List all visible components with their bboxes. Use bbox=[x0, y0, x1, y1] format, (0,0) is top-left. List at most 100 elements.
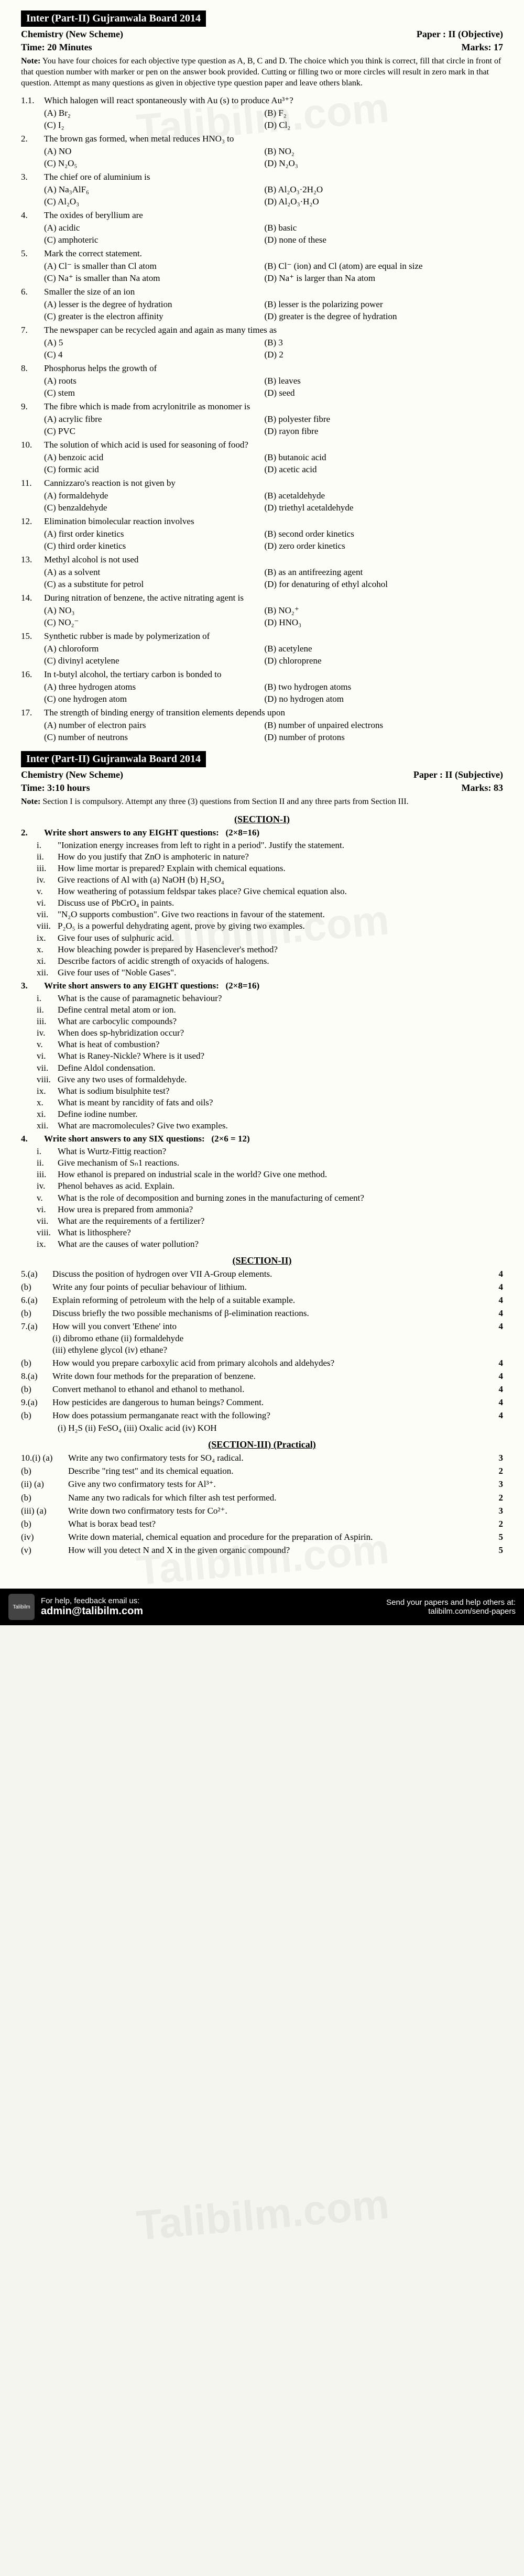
sub-number: ii. bbox=[37, 1004, 58, 1016]
long-question: 5.(a) Discuss the position of hydrogen o… bbox=[21, 1268, 503, 1280]
mcq-options: (A) benzoic acid(B) butanoic acid(C) for… bbox=[44, 452, 503, 476]
mcq-number: 12. bbox=[21, 516, 44, 527]
mcq-question: 10. The solution of which acid is used f… bbox=[21, 439, 503, 451]
sub-number: iv. bbox=[37, 1180, 58, 1192]
sub-text: What are the requirements of a fertilize… bbox=[58, 1215, 204, 1227]
short-subpart: v. What is heat of combustion? bbox=[37, 1039, 503, 1050]
mcq-options: (A) Br₂(B) F₂(C) I₂(D) Cl₂ bbox=[44, 107, 503, 132]
subj-marks: Marks: 83 bbox=[462, 782, 504, 794]
mcq-options: (A) chloroform(B) acetylene(C) divinyl a… bbox=[44, 643, 503, 667]
longq-marks: 4 bbox=[487, 1268, 503, 1280]
short-subpart: iii. How lime mortar is prepared? Explai… bbox=[37, 863, 503, 874]
pract-text: Describe "ring test" and its chemical eq… bbox=[68, 1465, 487, 1477]
sub-text: Define Aldol condensation. bbox=[58, 1062, 156, 1074]
mcq-option: (A) as a solvent bbox=[44, 567, 264, 579]
mcq-options: (A) lesser is the degree of hydration(B)… bbox=[44, 299, 503, 323]
mcq-text: The brown gas formed, when metal reduces… bbox=[44, 133, 503, 145]
note-label: Note: bbox=[21, 797, 40, 806]
short-subpart: v. What is the role of decomposition and… bbox=[37, 1192, 503, 1204]
obj-row1: Chemistry (New Scheme) Paper : II (Objec… bbox=[21, 29, 503, 40]
mcq-option: (B) acetaldehyde bbox=[264, 490, 484, 502]
mcq-option: (C) N₂O₅ bbox=[44, 158, 264, 170]
sub-text: How do you justify that ZnO is amphoteri… bbox=[58, 851, 249, 863]
sub-text: Give any two uses of formaldehyde. bbox=[58, 1074, 187, 1085]
longq-number: 6.(a) bbox=[21, 1295, 52, 1306]
short-subpart: vii. Define Aldol condensation. bbox=[37, 1062, 503, 1074]
mcq-question: 11. Cannizzaro's reaction is not given b… bbox=[21, 477, 503, 489]
sub-text: Phenol behaves as acid. Explain. bbox=[58, 1180, 174, 1192]
mcq-question: 8. Phosphorus helps the growth of bbox=[21, 363, 503, 374]
longq-number: (b) bbox=[21, 1357, 52, 1369]
mcq-option: (B) leaves bbox=[264, 375, 484, 387]
mcq-number: 10. bbox=[21, 439, 44, 451]
short-subpart: ii. Give mechanism of Sₙ1 reactions. bbox=[37, 1157, 503, 1169]
sub-text: What is heat of combustion? bbox=[58, 1039, 160, 1050]
q-head-text: Write short answers to any EIGHT questio… bbox=[44, 980, 503, 992]
longq-marks: 4 bbox=[487, 1371, 503, 1382]
sub-number: iii. bbox=[37, 1016, 58, 1027]
sub-number: vi. bbox=[37, 1050, 58, 1062]
practical-question: (b) What is borax bead test? 2 bbox=[21, 1518, 503, 1530]
footer-share-link[interactable]: talibilm.com/send-papers bbox=[428, 1607, 516, 1616]
pract-text: Give any two confirmatory tests for Al³⁺… bbox=[68, 1479, 487, 1490]
sub-text: Define iodine number. bbox=[58, 1108, 138, 1120]
mcq-text: The oxides of beryllium are bbox=[44, 210, 503, 221]
mcq-question: 5. Mark the correct statement. bbox=[21, 248, 503, 259]
mcq-option: (A) NO₃ bbox=[44, 605, 264, 617]
watermark: Talibilm.com bbox=[135, 2180, 391, 2250]
section-3-head: (SECTION-III) (Practical) bbox=[21, 1439, 503, 1450]
mcq-number: 6. bbox=[21, 286, 44, 298]
mcq-option: (B) polyester fibre bbox=[264, 414, 484, 426]
longq-number: 7.(a) bbox=[21, 1321, 52, 1355]
sub-number: v. bbox=[37, 1192, 58, 1204]
obj-time: Time: 20 Minutes bbox=[21, 42, 92, 53]
sub-text: What is lithosphere? bbox=[58, 1227, 131, 1238]
mcq-options: (A) formaldehyde(B) acetaldehyde(C) benz… bbox=[44, 490, 503, 514]
mcq-option: (C) one hydrogen atom bbox=[44, 693, 264, 705]
sub-text: How ethanol is prepared on industrial sc… bbox=[58, 1169, 327, 1180]
pract-number: 10.(i) (a) bbox=[21, 1452, 68, 1464]
short-subpart: ii. How do you justify that ZnO is ampho… bbox=[37, 851, 503, 863]
mcq-option: (D) Al₂O₃·H₂O bbox=[264, 196, 484, 208]
sub-number: xii. bbox=[37, 1120, 58, 1132]
mcq-option: (A) 5 bbox=[44, 337, 264, 349]
obj-paper: Paper : II (Objective) bbox=[417, 29, 503, 40]
mcq-question: 7. The newspaper can be recycled again a… bbox=[21, 324, 503, 336]
sub-text: Give four uses of sulphuric acid. bbox=[58, 932, 174, 944]
mcq-option: (C) stem bbox=[44, 387, 264, 399]
subj-subject: Chemistry (New Scheme) bbox=[21, 769, 123, 780]
short-subpart: ix. Give four uses of sulphuric acid. bbox=[37, 932, 503, 944]
footer-email-link[interactable]: admin@talibilm.com bbox=[41, 1605, 143, 1617]
q-number: 3. bbox=[21, 980, 44, 992]
pract-number: (b) bbox=[21, 1465, 68, 1477]
mcq-option: (B) NO₂⁺ bbox=[264, 605, 484, 617]
sub-number: xi. bbox=[37, 1108, 58, 1120]
longq-marks: 4 bbox=[487, 1295, 503, 1306]
mcq-option: (C) NO₂⁻ bbox=[44, 617, 264, 629]
long-question: 7.(a) How will you convert 'Ethene' into… bbox=[21, 1321, 503, 1355]
q-number: 2. bbox=[21, 827, 44, 839]
mcq-question: 17. The strength of binding energy of tr… bbox=[21, 707, 503, 719]
long-question: (b) Write any four points of peculiar be… bbox=[21, 1281, 503, 1293]
mcq-option: (B) basic bbox=[264, 222, 484, 234]
longq-text: Discuss the position of hydrogen over VI… bbox=[52, 1268, 487, 1280]
mcq-options: (A) Cl⁻ is smaller than Cl atom(B) Cl⁻ (… bbox=[44, 260, 503, 285]
longq-number: (b) bbox=[21, 1281, 52, 1293]
longq-marks: 4 bbox=[487, 1281, 503, 1293]
sub-number: iv. bbox=[37, 874, 58, 886]
mcq-options: (A) Na₃AlF₆(B) Al₂O₃·2H₂O(C) Al₂O₃(D) Al… bbox=[44, 184, 503, 208]
pract-marks: 2 bbox=[487, 1492, 503, 1504]
sub-number: i. bbox=[37, 840, 58, 851]
mcq-options: (A) first order kinetics(B) second order… bbox=[44, 528, 503, 552]
mcq-option: (B) butanoic acid bbox=[264, 452, 484, 464]
mcq-option: (C) 4 bbox=[44, 349, 264, 361]
mcq-option: (A) acrylic fibre bbox=[44, 414, 264, 426]
short-subpart: xii. What are macromolecules? Give two e… bbox=[37, 1120, 503, 1132]
q-number: 4. bbox=[21, 1133, 44, 1145]
mcq-option: (A) acidic bbox=[44, 222, 264, 234]
short-subpart: iii. How ethanol is prepared on industri… bbox=[37, 1169, 503, 1180]
pract-marks: 2 bbox=[487, 1465, 503, 1477]
mcq-option: (A) NO bbox=[44, 146, 264, 158]
pract-marks: 3 bbox=[487, 1479, 503, 1490]
mcq-text: Phosphorus helps the growth of bbox=[44, 363, 503, 374]
